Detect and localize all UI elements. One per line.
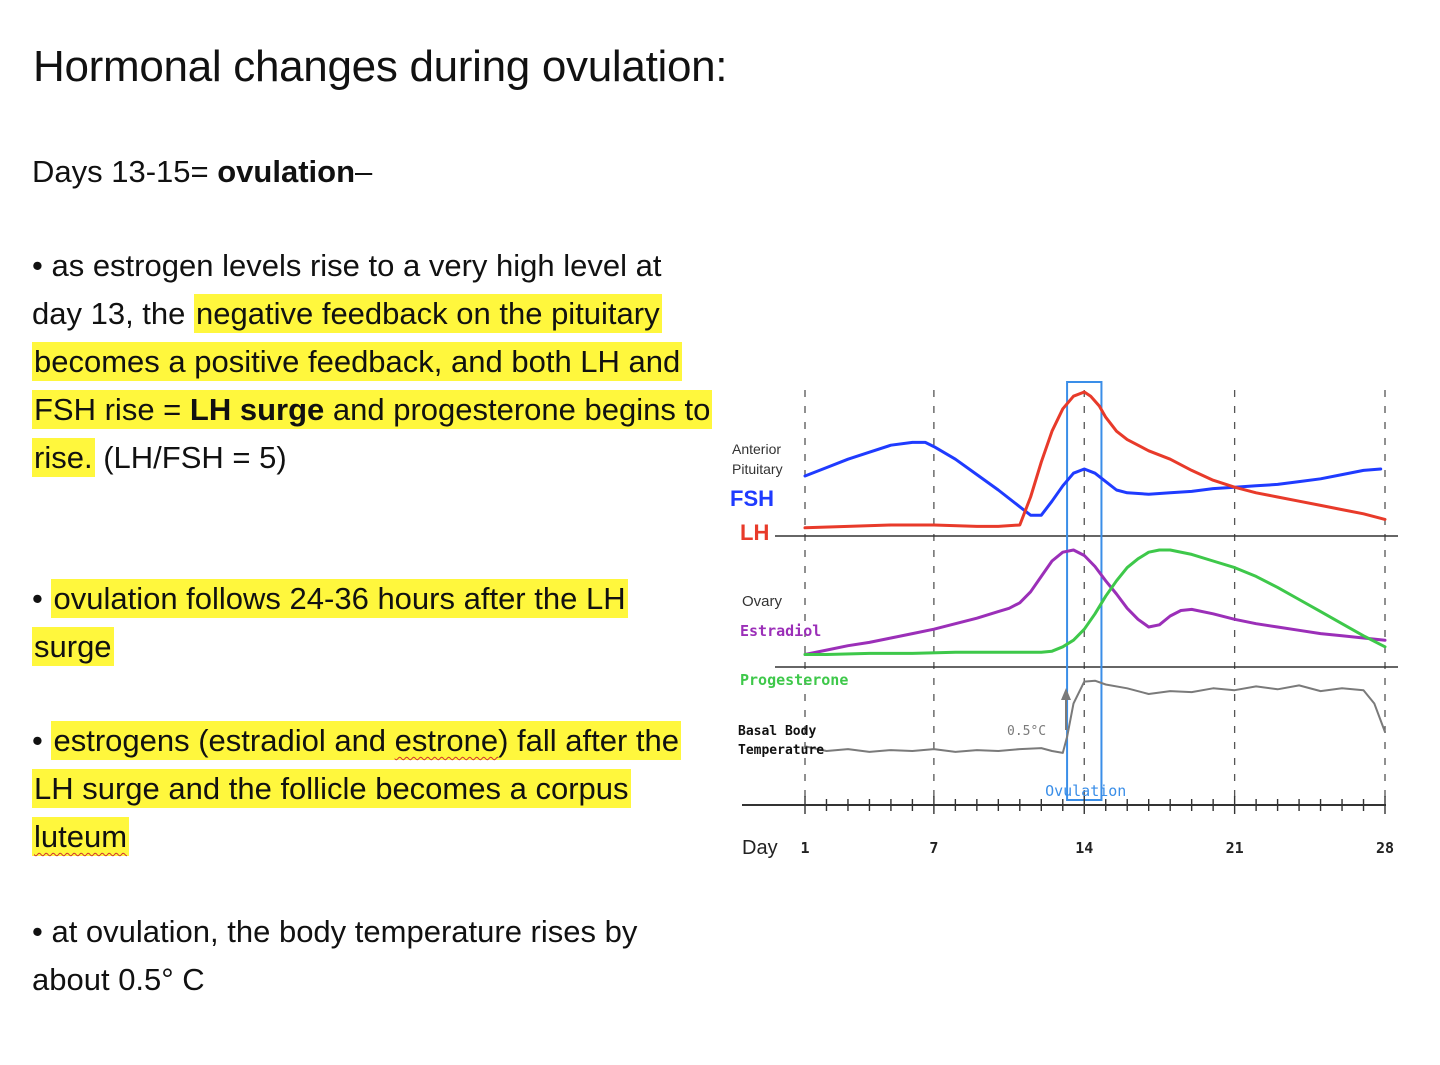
bullet3-highlight: estrogens (estradiol and estrone) fall a… (32, 721, 681, 856)
days-lead: Days 13-15= (32, 154, 218, 189)
bullet3-text-a: estrogens (estradiol and (53, 723, 395, 758)
bullet1-plain: • as estrogen levels rise to a very high… (32, 248, 662, 331)
bullet1-highlight-text: negative feedback on the pituitary becom… (34, 296, 681, 427)
series-line-basal-body-temperature (804, 679, 1386, 754)
annotation-temperature-rise: 0.5°C (1007, 724, 1046, 739)
x-tick-label-21: 21 (1226, 839, 1244, 857)
panel-label-temperature-1: Basal Body (738, 724, 816, 739)
panel-label-ovary: Ovary (742, 593, 783, 610)
series-label-progesterone: Progesterone (740, 671, 848, 689)
x-tick-label-14: 14 (1075, 839, 1093, 857)
bullet2-highlight: ovulation follows 24-36 hours after the … (32, 579, 628, 666)
ovulation-bold: ovulation (217, 154, 356, 189)
bullet2-dot: • (32, 581, 52, 616)
hormone-cycle-chart: 1 7 14 21 28 Day Anterior Pituitary Ovary Basal … (730, 381, 1398, 859)
bullet-estrogens-fall: • estrogens (estradiol and estrone) fall… (32, 717, 712, 861)
days-tail: – (355, 154, 373, 189)
temperature-rise-arrowhead (1061, 688, 1071, 700)
bullet-estrogen-feedback: • as estrogen levels rise to a very high… (32, 242, 713, 482)
bullet-ovulation-timing: • ovulation follows 24-36 hours after th… (32, 575, 712, 671)
series-line-fsh (803, 440, 1383, 517)
luteum-word: luteum (34, 819, 128, 854)
lh-fsh-ratio: (LH/FSH = 5) (94, 440, 287, 475)
series-line-progesterone (803, 548, 1387, 656)
series-line-lh (803, 390, 1387, 530)
series-label-lh: LH (740, 520, 769, 545)
panel-label-temperature-2: Temperature (738, 743, 824, 758)
panel-label-pituitary-2: Pituitary (732, 461, 783, 477)
bullet3-text-c: ) fall after the LH surge and the follic… (34, 723, 679, 806)
x-tick-label-7: 7 (929, 839, 938, 857)
series-label-estradiol: Estradiol (740, 622, 821, 640)
annotation-ovulation: Ovulation (1045, 782, 1126, 800)
panel-label-pituitary-1: Anterior (732, 441, 781, 457)
days-heading: Days 13-15= ovulation– (32, 148, 712, 196)
bullet1-highlight-tail: and progesterone begins to rise. (34, 392, 711, 475)
x-tick-label-28: 28 (1376, 839, 1394, 857)
lh-surge-bold: LH surge (189, 392, 325, 427)
x-tick-label-1: 1 (800, 839, 809, 857)
x-axis-label: Day (742, 837, 778, 859)
series-label-fsh: FSH (730, 486, 774, 511)
bullet-body-temperature: • at ovulation, the body temperature ris… (32, 914, 638, 997)
bullet3-dot: • (32, 723, 52, 758)
series-line-estradiol (803, 548, 1387, 656)
page-title: Hormonal changes during ovulation: (33, 42, 728, 91)
estrone-word: estrone (394, 723, 499, 758)
